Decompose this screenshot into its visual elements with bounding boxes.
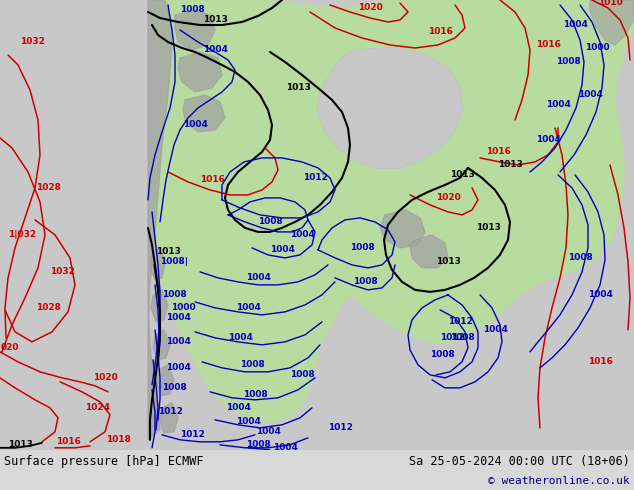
Text: 1004: 1004 [183,121,207,129]
Polygon shape [159,403,178,433]
Text: 1004: 1004 [269,245,294,254]
Polygon shape [175,10,215,50]
Polygon shape [150,248,165,280]
Text: 1000: 1000 [171,303,195,313]
Polygon shape [178,52,222,92]
Polygon shape [183,95,225,132]
Text: 1032: 1032 [20,37,44,47]
Text: 1016: 1016 [56,437,81,446]
Text: 1008: 1008 [450,333,474,343]
Text: 1012: 1012 [179,430,204,440]
Text: 1013: 1013 [476,223,500,232]
Text: 1013: 1013 [498,160,522,170]
Text: 1016: 1016 [427,27,453,36]
Text: 1008: 1008 [162,383,186,392]
Text: 1004: 1004 [562,21,588,29]
Text: 1004: 1004 [290,230,314,240]
Text: 1008: 1008 [257,218,282,226]
Text: 1008: 1008 [430,350,455,359]
Text: 1016: 1016 [200,175,224,184]
Text: 1004: 1004 [165,314,190,322]
Text: 1004: 1004 [578,91,602,99]
Text: 1004: 1004 [273,443,297,452]
Text: 1012: 1012 [328,423,353,432]
Text: 1016: 1016 [536,41,560,49]
Text: 1012: 1012 [448,318,472,326]
Text: 1032: 1032 [49,268,74,276]
Polygon shape [318,48,462,168]
Text: 1013: 1013 [202,16,228,24]
Text: 1020: 1020 [436,194,460,202]
Text: 1008: 1008 [567,253,592,263]
Text: 1028: 1028 [36,183,60,193]
Text: 1008: 1008 [245,441,270,449]
Text: 1|032: 1|032 [8,230,36,240]
Polygon shape [410,235,448,268]
Text: 1004: 1004 [226,403,250,413]
Text: 1004: 1004 [536,135,560,145]
Text: 1013: 1013 [436,257,460,267]
Polygon shape [148,0,172,440]
Polygon shape [148,0,634,422]
Text: 1012: 1012 [158,407,183,416]
Text: 1004: 1004 [165,337,190,346]
Text: 1020: 1020 [358,3,382,13]
Text: 1008: 1008 [290,370,314,379]
Text: 1004: 1004 [165,364,190,372]
Text: © weatheronline.co.uk: © weatheronline.co.uk [488,476,630,486]
Text: 1008: 1008 [162,291,186,299]
Text: 1004: 1004 [245,273,271,282]
Text: 1004: 1004 [236,417,261,426]
Text: 1004: 1004 [546,100,571,109]
Text: 1008: 1008 [243,391,268,399]
Text: 1008: 1008 [349,244,374,252]
Text: 1024: 1024 [86,403,110,413]
Polygon shape [590,0,634,45]
Polygon shape [380,210,425,248]
Polygon shape [153,330,170,360]
Text: 1012: 1012 [439,333,465,343]
Text: 1013: 1013 [285,83,311,93]
Polygon shape [156,365,174,396]
Text: 1008|: 1008| [160,257,188,267]
Text: 1018: 1018 [106,435,131,444]
Text: 1004: 1004 [202,46,228,54]
Text: 1004: 1004 [228,333,252,343]
Text: 1016: 1016 [486,147,510,156]
Text: 1004: 1004 [588,291,612,299]
Text: 1008: 1008 [240,360,264,369]
Text: 1028: 1028 [36,303,60,313]
Text: 020: 020 [1,343,19,352]
Text: 1013: 1013 [450,171,474,179]
Text: Sa 25-05-2024 00:00 UTC (18+06): Sa 25-05-2024 00:00 UTC (18+06) [409,455,630,467]
Text: 1004: 1004 [236,303,261,313]
Text: 1000: 1000 [585,44,609,52]
Text: Surface pressure [hPa] ECMWF: Surface pressure [hPa] ECMWF [4,455,204,467]
Text: 1008: 1008 [179,5,204,15]
Polygon shape [318,48,462,168]
Text: 1020: 1020 [93,373,117,382]
Text: 1004: 1004 [256,427,280,436]
Text: 1004: 1004 [482,325,507,334]
Text: 1012: 1012 [302,173,327,182]
Text: 1016: 1016 [588,357,612,367]
Polygon shape [151,290,168,322]
Text: 1008: 1008 [353,277,377,286]
Text: 1010: 1010 [598,0,623,7]
Text: 1013: 1013 [8,441,32,449]
Text: 1013: 1013 [155,247,181,256]
Text: 1008: 1008 [555,57,580,67]
